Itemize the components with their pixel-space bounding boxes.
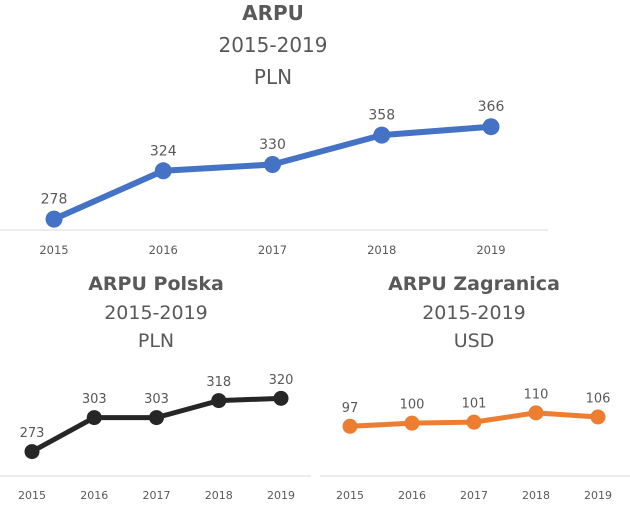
data-point xyxy=(590,409,606,425)
data-point xyxy=(273,390,289,406)
x-tick-label: 2015 xyxy=(336,489,364,502)
data-label: 101 xyxy=(462,397,487,412)
chart-title: ARPU Zagranica xyxy=(388,273,560,295)
data-point xyxy=(404,415,420,431)
x-tick-label: 2019 xyxy=(476,243,505,257)
x-tick-label: 2019 xyxy=(267,489,295,502)
x-tick-label: 2015 xyxy=(39,243,68,257)
data-label: 97 xyxy=(342,401,359,416)
data-point xyxy=(45,210,63,228)
data-label: 303 xyxy=(82,392,107,407)
chart-title: ARPU Polska xyxy=(88,273,224,295)
data-label: 324 xyxy=(150,143,177,159)
data-point xyxy=(264,156,281,173)
chart-subtitle: PLN xyxy=(138,330,174,352)
data-label: 278 xyxy=(41,192,68,208)
chart-pl: ARPU Polska 2015-2019 PLN 2015 2016 2017 2018 2… xyxy=(0,273,311,502)
x-tick-label: 2017 xyxy=(258,243,287,257)
data-label: 110 xyxy=(524,387,549,402)
chart-subtitle: 2015-2019 xyxy=(422,302,526,324)
chart-title: ARPU xyxy=(242,1,304,25)
x-tick-label: 2016 xyxy=(398,489,426,502)
data-label: 100 xyxy=(400,398,425,413)
data-label: 318 xyxy=(206,375,231,390)
chart-subtitle: 2015-2019 xyxy=(104,302,208,324)
data-point xyxy=(86,410,102,426)
data-label: 358 xyxy=(368,108,395,124)
x-tick-label: 2016 xyxy=(80,489,108,502)
x-tick-label: 2016 xyxy=(149,243,178,257)
chart-za: ARPU Zagranica 2015-2019 USD 2015 2016 2017 20… xyxy=(320,273,630,502)
data-label: 303 xyxy=(144,392,169,407)
x-tick-label: 2018 xyxy=(522,489,550,502)
chart-subtitle: PLN xyxy=(254,65,292,89)
x-tick-label: 2017 xyxy=(143,489,171,502)
data-label: 273 xyxy=(20,426,45,441)
chart-main: ARPU 2015-2019 PLN 2015 2016 2017 2018 2019 278 3… xyxy=(0,1,548,257)
data-point xyxy=(154,162,172,180)
data-label: 320 xyxy=(269,373,294,388)
x-tick-label: 2018 xyxy=(205,489,233,502)
data-label: 106 xyxy=(586,391,611,406)
data-point xyxy=(211,393,227,409)
data-label: 366 xyxy=(478,99,505,115)
x-tick-label: 2019 xyxy=(584,489,612,502)
data-label: 330 xyxy=(259,137,286,153)
chart-subtitle: 2015-2019 xyxy=(218,33,327,57)
data-point xyxy=(482,118,500,136)
data-point xyxy=(373,126,391,144)
x-tick-label: 2015 xyxy=(18,489,46,502)
chart-subtitle: USD xyxy=(454,330,495,352)
data-point xyxy=(528,405,544,421)
data-point xyxy=(24,444,40,460)
x-tick-label: 2017 xyxy=(460,489,488,502)
data-point xyxy=(149,410,164,426)
x-tick-label: 2018 xyxy=(367,243,396,257)
data-point xyxy=(342,418,358,434)
data-point xyxy=(466,414,482,430)
